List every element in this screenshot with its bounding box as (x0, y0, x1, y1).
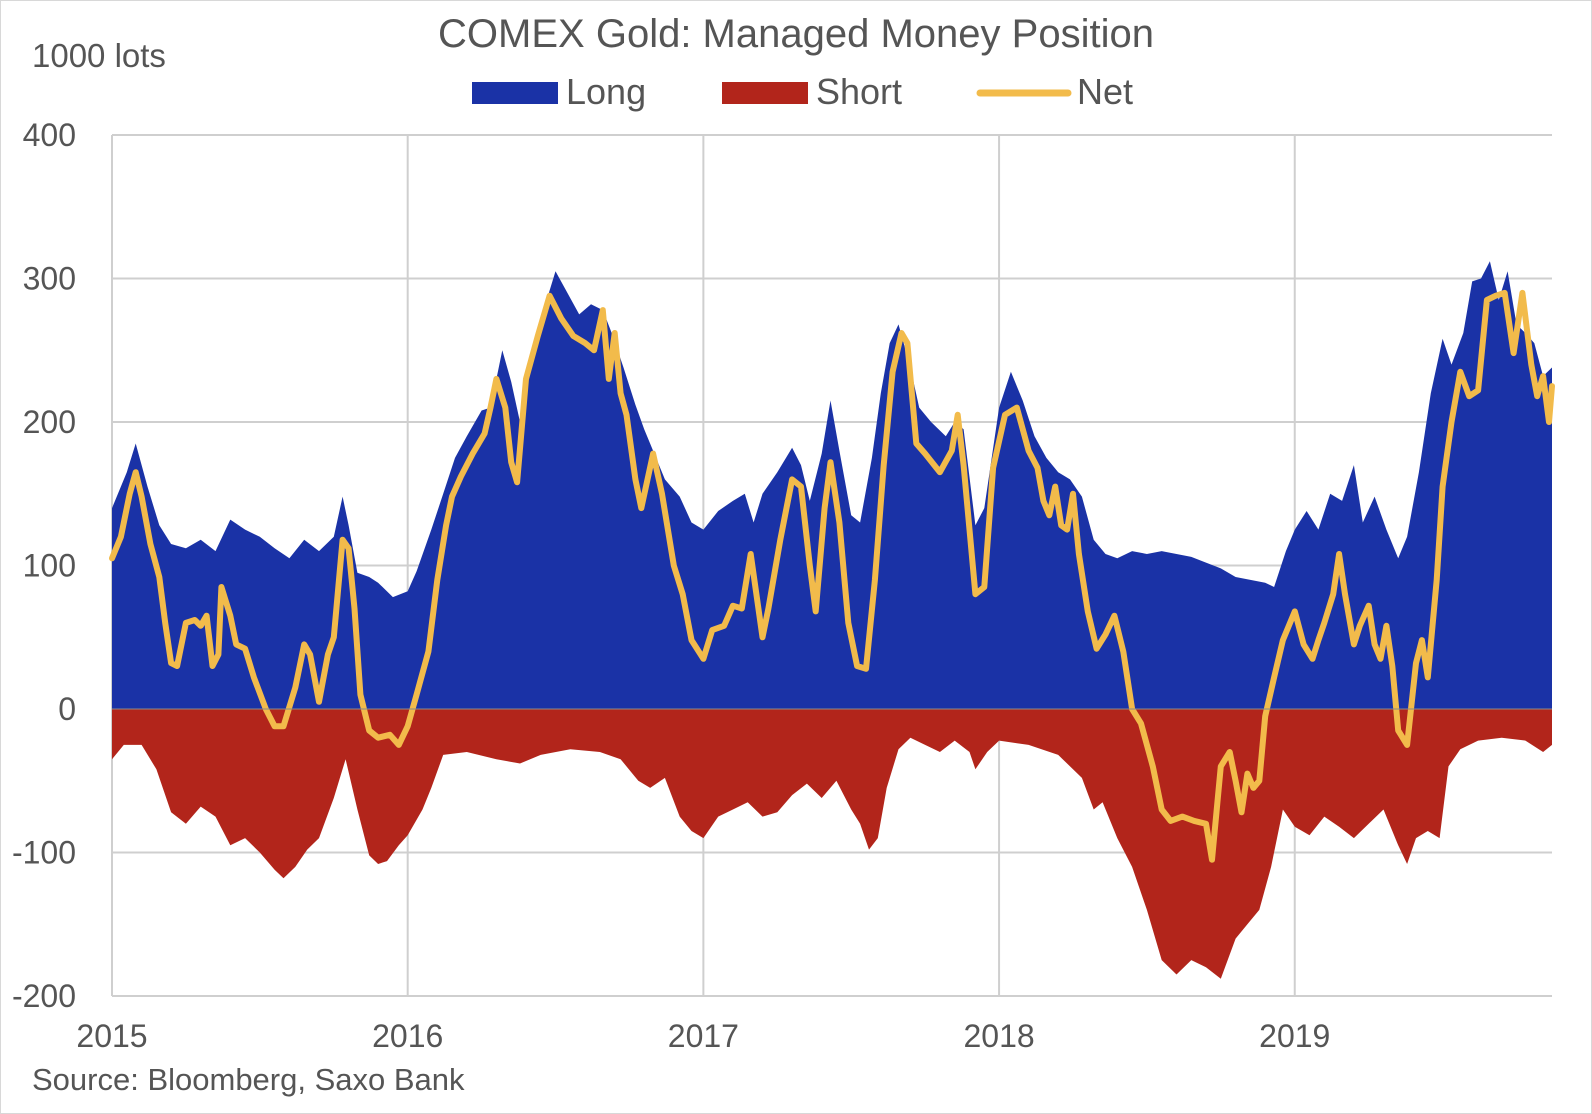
legend: Long Short Net (472, 71, 1133, 112)
y-tick-label: -100 (12, 835, 76, 871)
area-short (112, 709, 1552, 979)
x-tick-label: 2018 (963, 1018, 1034, 1054)
y-tick-label: 0 (58, 691, 76, 727)
legend-label-short: Short (816, 71, 902, 112)
lines (109, 289, 1555, 863)
y-tick-label: 300 (23, 261, 76, 297)
y-tick-label: 200 (23, 404, 76, 440)
y-unit-label: 1000 lots (32, 37, 166, 74)
x-tick-label: 2017 (668, 1018, 739, 1054)
line-net (109, 289, 1555, 863)
legend-swatch-long (472, 82, 558, 104)
legend-label-net: Net (1077, 71, 1133, 112)
y-tick-label: 100 (23, 548, 76, 584)
chart-title: COMEX Gold: Managed Money Position (438, 12, 1154, 56)
x-axis: 2015 2016 2017 2018 2019 (76, 1018, 1330, 1054)
legend-label-long: Long (566, 71, 646, 112)
legend-swatch-short (722, 82, 808, 104)
y-tick-label: 400 (23, 117, 76, 153)
x-tick-label: 2019 (1259, 1018, 1330, 1054)
x-tick-label: 2015 (76, 1018, 147, 1054)
x-tick-label: 2016 (372, 1018, 443, 1054)
y-tick-label: -200 (12, 978, 76, 1014)
source-note: Source: Bloomberg, Saxo Bank (32, 1062, 465, 1097)
y-axis: 400 300 200 100 0 -100 -200 (12, 117, 76, 1014)
